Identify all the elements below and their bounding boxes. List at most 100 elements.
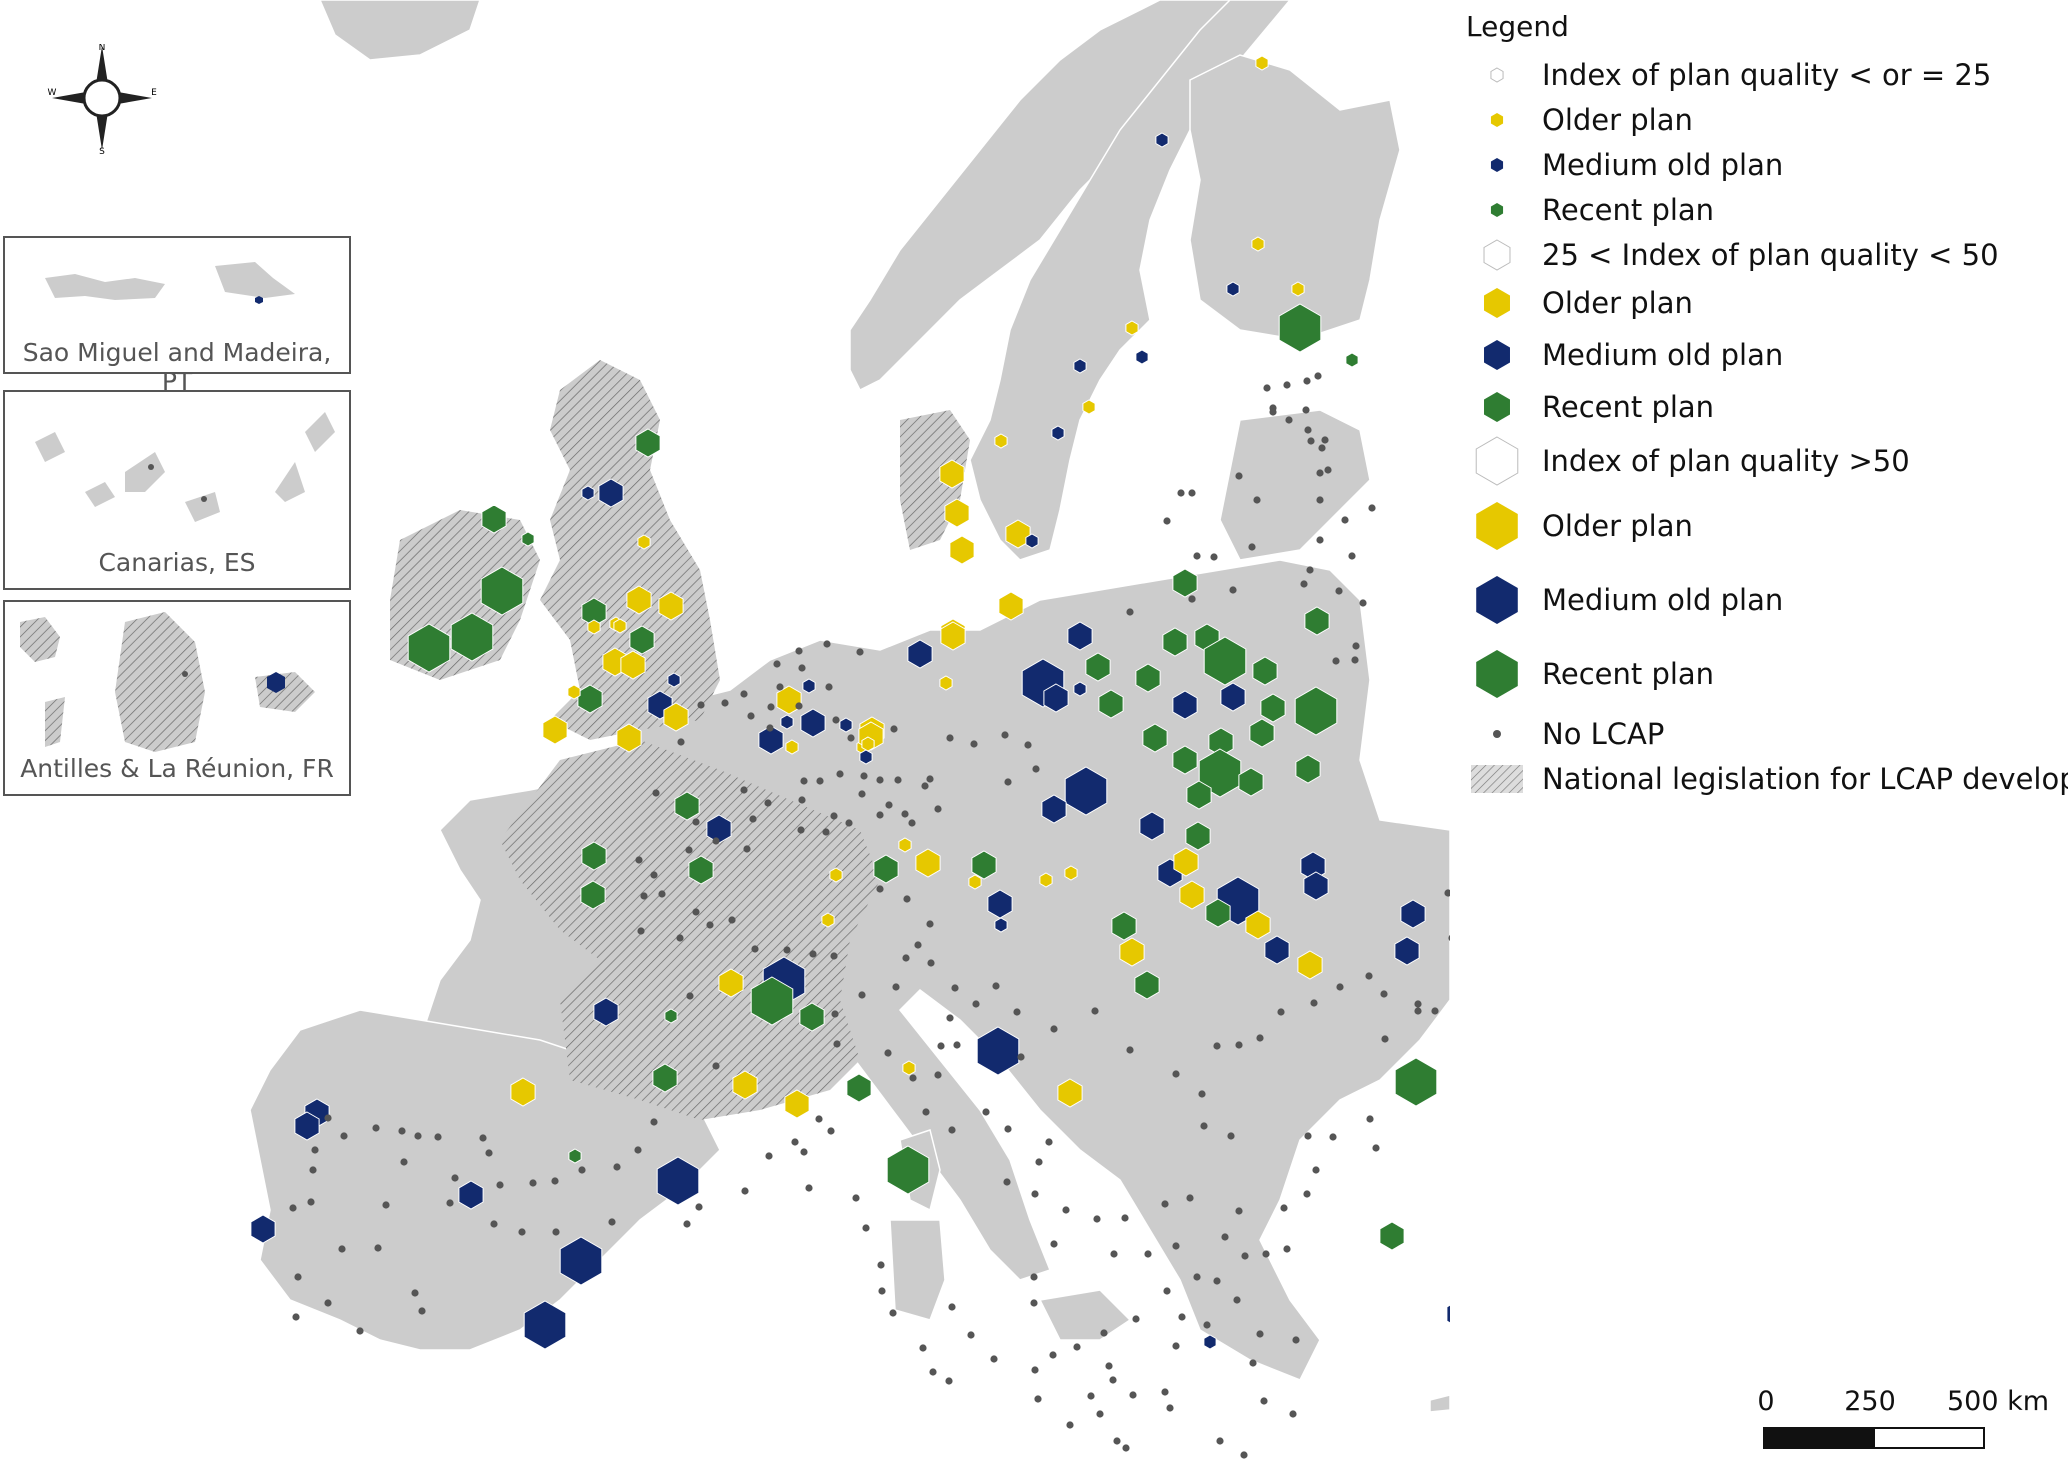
no-lcap-dot: [992, 982, 1000, 990]
no-lcap-dot: [827, 1127, 835, 1135]
no-lcap-dot: [884, 1049, 892, 1057]
no-lcap-dot: [677, 738, 685, 746]
no-lcap-dot: [1233, 1296, 1241, 1304]
no-lcap-dot: [1316, 469, 1324, 477]
no-lcap-dot: [1240, 1451, 1248, 1459]
lcap-marker: [1119, 937, 1145, 967]
no-lcap-dot: [766, 724, 774, 732]
compass-n: N: [99, 44, 106, 53]
no-lcap-dot: [1352, 642, 1360, 650]
no-lcap-dot: [1213, 1042, 1221, 1050]
no-lcap-dot: [1122, 1444, 1130, 1452]
no-lcap-dot: [1348, 552, 1356, 560]
lcap-marker: [626, 585, 652, 615]
no-lcap-dot: [798, 664, 806, 672]
lcap-marker: [802, 678, 816, 694]
no-lcap-dot: [1351, 656, 1359, 664]
no-lcap-dot: [1316, 536, 1324, 544]
lcap-marker: [1297, 950, 1323, 980]
no-lcap-dot: [650, 1118, 658, 1126]
hexagon-large-icon: [1462, 496, 1532, 556]
no-lcap-dot: [909, 1074, 917, 1082]
no-lcap-dot: [982, 1108, 990, 1116]
no-lcap-dot: [805, 1184, 813, 1192]
no-lcap-dot: [1235, 472, 1243, 480]
legend-row: Recent plan: [1462, 187, 2062, 232]
no-lcap-dot: [1013, 1008, 1021, 1016]
dot-icon: [1462, 704, 1532, 764]
lcap-marker: [1039, 872, 1053, 888]
no-lcap-dot: [650, 871, 658, 879]
no-lcap-dot: [800, 1148, 808, 1156]
no-lcap-dot: [934, 1071, 942, 1079]
hexagon-large-icon: [1462, 644, 1532, 704]
no-lcap-dot: [451, 1174, 459, 1182]
lcap-marker: [667, 672, 681, 688]
lcap-marker: [940, 621, 966, 651]
lcap-marker: [1111, 911, 1137, 941]
lcap-marker: [784, 1089, 810, 1119]
legend-title: Legend: [1466, 10, 1569, 43]
no-lcap-dot: [1172, 1070, 1180, 1078]
no-lcap-dot: [712, 837, 720, 845]
lcap-marker: [968, 874, 982, 890]
no-lcap-dot: [676, 934, 684, 942]
no-lcap-dot: [1318, 444, 1326, 452]
lcap-marker: [1139, 811, 1165, 841]
no-lcap-dot: [1314, 372, 1322, 380]
lcap-marker: [1198, 748, 1242, 798]
no-lcap-dot: [1193, 552, 1201, 560]
lcap-marker: [674, 791, 700, 821]
no-lcap-dot: [1324, 466, 1332, 474]
no-lcap-dot: [1283, 381, 1291, 389]
lcap-marker: [510, 1077, 536, 1107]
lcap-marker: [1162, 627, 1188, 657]
no-lcap-dot: [901, 810, 909, 818]
no-lcap-dot: [1210, 553, 1218, 561]
no-lcap-dot: [1336, 983, 1344, 991]
no-lcap-dot: [740, 786, 748, 794]
no-lcap-dot: [1161, 1200, 1169, 1208]
legend-row: Medium old plan: [1462, 142, 2062, 187]
no-lcap-dot: [1292, 1336, 1300, 1344]
inset-map: [35, 412, 335, 522]
lcap-marker: [1064, 865, 1078, 881]
lcap-marker: [939, 459, 965, 489]
no-lcap-dot: [795, 702, 803, 710]
no-lcap-dot: [1110, 1250, 1118, 1258]
no-lcap-dot: [903, 895, 911, 903]
no-lcap-dot: [1188, 489, 1196, 497]
no-lcap-dot: [972, 1000, 980, 1008]
no-lcap-dot: [798, 796, 806, 804]
legend-label: Medium old plan: [1542, 338, 1784, 372]
lcap-marker: [915, 848, 941, 878]
no-lcap-dot: [309, 1166, 317, 1174]
no-lcap-dot: [1289, 1410, 1297, 1418]
legend-row: Older plan: [1462, 97, 2062, 142]
compass-s: S: [99, 147, 105, 154]
no-lcap-dot: [1269, 408, 1277, 416]
no-lcap-dot: [721, 699, 729, 707]
inset-antilles-reunion: Antilles & La Réunion, FR: [3, 600, 351, 796]
lcap-marker: [1057, 1078, 1083, 1108]
lcap-marker: [1295, 754, 1321, 784]
legend-row: Older plan: [1462, 277, 2062, 329]
lcap-marker: [523, 1300, 567, 1350]
no-lcap-dot: [1329, 1133, 1337, 1141]
lcap-marker: [1073, 681, 1087, 697]
legend-row: Index of plan quality < or = 25: [1462, 52, 2062, 97]
inset-map: [20, 612, 315, 752]
no-lcap-dot: [1216, 1437, 1224, 1445]
lcap-marker: [656, 1156, 700, 1206]
no-lcap-dot: [1031, 1190, 1039, 1198]
no-lcap-dot: [356, 1327, 364, 1335]
no-lcap-dot: [311, 1146, 319, 1154]
no-lcap-dot: [1277, 1008, 1285, 1016]
no-lcap-dot: [1303, 1190, 1311, 1198]
no-lcap-dot: [307, 1198, 315, 1206]
lcap-marker: [1304, 606, 1330, 636]
no-lcap-dot: [613, 1163, 621, 1171]
lcap-marker: [521, 531, 535, 547]
legend-row: Medium old plan: [1462, 563, 2062, 637]
no-lcap-dot: [1193, 1273, 1201, 1281]
